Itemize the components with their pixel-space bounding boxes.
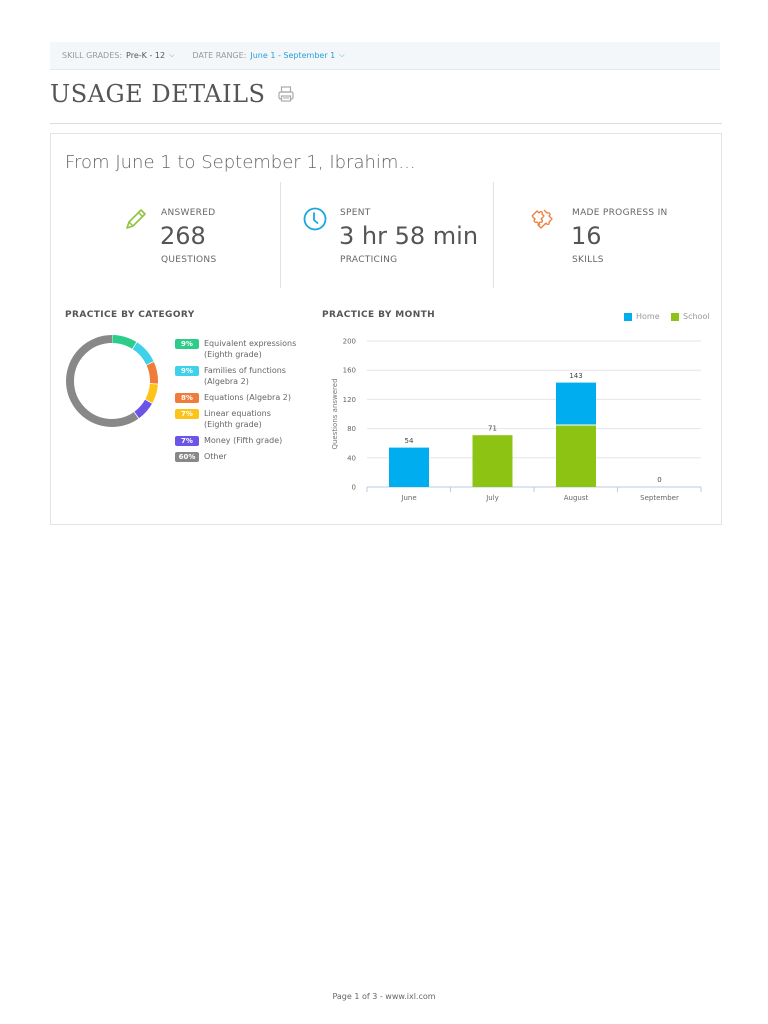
stat-progress: MADE PROGRESS IN 16 SKILLS: [529, 182, 719, 290]
legend-item: 9% Equivalent expressions (Eighth grade): [175, 338, 296, 360]
legend-item: 7% Money (Fifth grade): [175, 435, 296, 446]
page-title-text: USAGE DETAILS: [50, 80, 266, 108]
bar-june-home[interactable]: [389, 447, 429, 487]
bar-total: 71: [488, 425, 497, 433]
month-title: PRACTICE BY MONTH: [322, 310, 436, 320]
y-tick: 0: [352, 484, 356, 492]
pct-badge: 9%: [175, 366, 199, 376]
legend-item: 7% Linear equations (Eighth grade): [175, 408, 296, 430]
stat-label: SPENT: [340, 208, 371, 218]
stat-value: 3 hr 58 min: [339, 222, 479, 250]
y-tick: 120: [343, 396, 356, 404]
legend-label: Other: [204, 452, 227, 461]
pct-badge: 7%: [175, 409, 199, 419]
donut-segment[interactable]: [66, 335, 158, 427]
legend-label-sub: (Eighth grade): [204, 420, 262, 429]
bar-total: 143: [569, 372, 582, 380]
bar-july-school[interactable]: [472, 435, 513, 487]
legend-item: 8% Equations (Algebra 2): [175, 392, 296, 403]
summary-headline: From June 1 to September 1, Ibrahim...: [65, 152, 416, 173]
pct-badge: 60%: [175, 452, 199, 462]
filter-bar: SKILL GRADES: Pre-K - 12 ⌵ DATE RANGE: J…: [50, 42, 720, 70]
y-tick: 160: [343, 367, 356, 375]
skill-grades-value: Pre-K - 12: [126, 51, 166, 60]
bar-august-school[interactable]: [556, 425, 596, 487]
y-tick: 80: [347, 425, 356, 433]
title-divider: [50, 123, 722, 124]
category-title: PRACTICE BY CATEGORY: [65, 310, 195, 320]
printer-icon[interactable]: [277, 85, 295, 103]
usage-summary-card: From June 1 to September 1, Ibrahim... A…: [50, 133, 722, 525]
clock-icon: [303, 207, 327, 231]
date-range-filter[interactable]: DATE RANGE: June 1 - September 1 ⌵: [192, 51, 344, 60]
chevron-down-icon: ⌵: [169, 51, 175, 59]
bar-total: 54: [405, 437, 414, 445]
date-range-value: June 1 - September 1: [250, 51, 336, 60]
stat-sub: PRACTICING: [340, 255, 398, 265]
legend-item: 9% Families of functions (Algebra 2): [175, 365, 296, 387]
x-tick: June: [400, 494, 416, 502]
y-tick: 40: [347, 454, 356, 462]
stat-sub: QUESTIONS: [161, 255, 217, 265]
stat-value: 268: [160, 222, 206, 250]
stat-divider: [280, 182, 281, 288]
pencil-icon: [126, 209, 146, 229]
category-donut-chart: [65, 334, 159, 428]
page-footer: Page 1 of 3 - www.ixl.com: [332, 992, 436, 1001]
stat-answered: ANSWERED 268 QUESTIONS: [123, 182, 273, 290]
stat-label: ANSWERED: [161, 208, 216, 218]
legend-label: Linear equations: [204, 409, 271, 418]
pct-badge: 7%: [175, 436, 199, 446]
puzzle-icon: [531, 209, 553, 229]
legend-label: Equivalent expressions: [204, 339, 297, 348]
home-swatch: [624, 312, 632, 321]
x-tick: August: [564, 494, 589, 502]
legend-label: Money (Fifth grade): [204, 436, 283, 445]
y-axis-label: Questions answered: [331, 378, 339, 449]
stat-value: 16: [571, 222, 602, 250]
month-bar-chart: 0 40 80 120 160 200 Questions answered 5…: [331, 338, 702, 502]
skill-grades-label: SKILL GRADES:: [62, 51, 123, 60]
bar-august-home[interactable]: [556, 382, 596, 425]
legend-item: 60% Other: [175, 451, 296, 462]
legend-label: Home: [636, 312, 660, 321]
legend-label: Equations (Algebra 2): [204, 393, 291, 402]
school-swatch: [671, 312, 679, 321]
chevron-down-icon: ⌵: [339, 51, 345, 59]
stat-divider: [493, 182, 494, 288]
y-tick: 200: [343, 338, 356, 346]
legend-label-sub: (Eighth grade): [204, 350, 262, 359]
stat-sub: SKILLS: [572, 255, 604, 265]
legend-home[interactable]: Home: [624, 312, 660, 321]
pct-badge: 8%: [175, 393, 199, 403]
legend-label: School: [683, 312, 710, 321]
page-title: USAGE DETAILS: [50, 80, 295, 108]
skill-grades-filter[interactable]: SKILL GRADES: Pre-K - 12 ⌵: [62, 51, 174, 60]
x-tick: September: [640, 494, 679, 502]
legend-label-sub: (Algebra 2): [204, 377, 249, 386]
stat-label: MADE PROGRESS IN: [572, 208, 668, 218]
legend-school[interactable]: School: [671, 312, 710, 321]
x-tick: July: [485, 494, 499, 502]
stat-spent: SPENT 3 hr 58 min PRACTICING: [302, 182, 502, 290]
legend-label: Families of functions: [204, 366, 286, 375]
category-legend: 9% Equivalent expressions (Eighth grade) …: [175, 338, 296, 467]
bar-total: 0: [657, 476, 661, 484]
date-range-label: DATE RANGE:: [192, 51, 247, 60]
pct-badge: 9%: [175, 339, 199, 349]
